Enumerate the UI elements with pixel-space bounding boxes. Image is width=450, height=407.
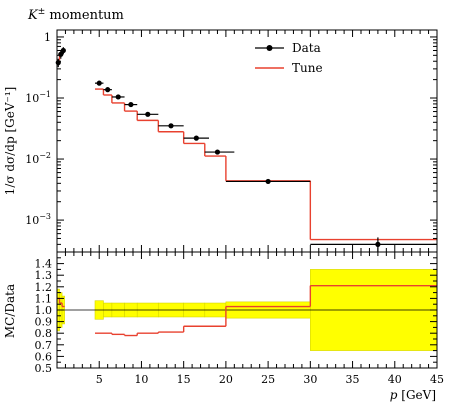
x-tick-label: 15	[177, 373, 191, 386]
legend-tune-label: Tune	[292, 61, 323, 75]
ratio-y-tick-label: 0.6	[35, 350, 53, 363]
y-tick-label: 1	[44, 31, 51, 44]
x-tick-label: 5	[96, 373, 103, 386]
y-tick-label-base: 1	[44, 31, 51, 44]
data-point	[115, 94, 121, 100]
y-tick-label: 10−1	[25, 90, 51, 105]
x-tick-label: 25	[261, 373, 275, 386]
ratio-y-tick-label: 0.8	[35, 327, 53, 340]
chart-title-sup: ±	[38, 7, 46, 17]
x-tick-label: 20	[219, 373, 233, 386]
data-point	[265, 178, 271, 185]
x-axis-label-unit: [GeV]	[401, 388, 436, 402]
y-tick-label-exp: −3	[39, 212, 51, 221]
ratio-panel: 0.50.60.70.80.91.01.11.21.31.4 5 10 15 20 25…	[3, 251, 444, 402]
ratio-marks	[56, 269, 438, 351]
data-point	[375, 241, 381, 247]
legend-data-label: Data	[292, 41, 321, 55]
main-frame	[56, 29, 438, 253]
data-point	[168, 123, 174, 129]
y-tick-label-exp: −2	[39, 151, 51, 160]
ratio-y-tick-label: 1.4	[35, 258, 53, 271]
ratio-y-tick-label: 1.2	[35, 281, 53, 294]
data-point	[193, 135, 199, 141]
ratio-y-tick-label: 1.3	[35, 269, 53, 282]
chart-title: K± momentum	[27, 7, 124, 23]
main-panel: 110−110−210−3 1/σ dσ/dp [GeV⁻¹] Data Tun…	[3, 29, 438, 253]
data-point	[60, 47, 66, 54]
y-tick-label: 10−3	[25, 212, 51, 227]
legend-data-marker	[266, 45, 273, 51]
data-point	[105, 87, 111, 93]
data-point	[145, 111, 151, 117]
x-tick-label: 30	[303, 373, 317, 386]
data-point	[128, 101, 134, 108]
chart-title-rest: momentum	[49, 8, 123, 23]
y-tick-label-base: 10	[25, 92, 39, 105]
y-tick-label-base: 10	[25, 214, 39, 227]
main-x-ticks	[56, 30, 438, 252]
ratio-x-axis: 5 10 15 20 25 30 35 40 45	[56, 252, 444, 386]
legend-entry-tune: Tune	[255, 61, 323, 75]
main-marks	[55, 47, 437, 252]
ratio-y-tick-label: 1.1	[35, 292, 53, 305]
main-y-axis-label: 1/σ dσ/dp [GeV⁻¹]	[3, 87, 17, 196]
x-tick-label: 40	[388, 373, 402, 386]
ratio-y-tick-label: 1.0	[35, 304, 53, 317]
data-point	[96, 80, 102, 86]
y-tick-label: 10−2	[25, 151, 51, 166]
legend-entry-data: Data	[255, 41, 321, 55]
x-axis-label: p [GeV]	[390, 388, 436, 402]
x-tick-label: 10	[134, 373, 148, 386]
ratio-y-axis-label: MC/Data	[3, 284, 17, 338]
chart-title-base: K	[27, 8, 39, 23]
y-tick-label-exp: −1	[39, 90, 51, 99]
main-y-axis: 110−110−210−3	[25, 31, 437, 253]
data-point	[214, 149, 221, 155]
y-tick-label-base: 10	[25, 153, 39, 166]
legend: Data Tune	[255, 41, 323, 75]
ratio-y-axis: 0.50.60.70.80.91.01.11.21.31.4	[35, 251, 437, 375]
ratio-y-tick-label: 0.5	[35, 362, 53, 375]
ratio-y-tick-label: 0.7	[35, 339, 53, 352]
x-axis-label-var: p	[390, 388, 398, 402]
ratio-y-tick-label: 0.9	[35, 316, 53, 329]
x-tick-label: 35	[346, 373, 360, 386]
x-tick-label: 45	[430, 373, 444, 386]
